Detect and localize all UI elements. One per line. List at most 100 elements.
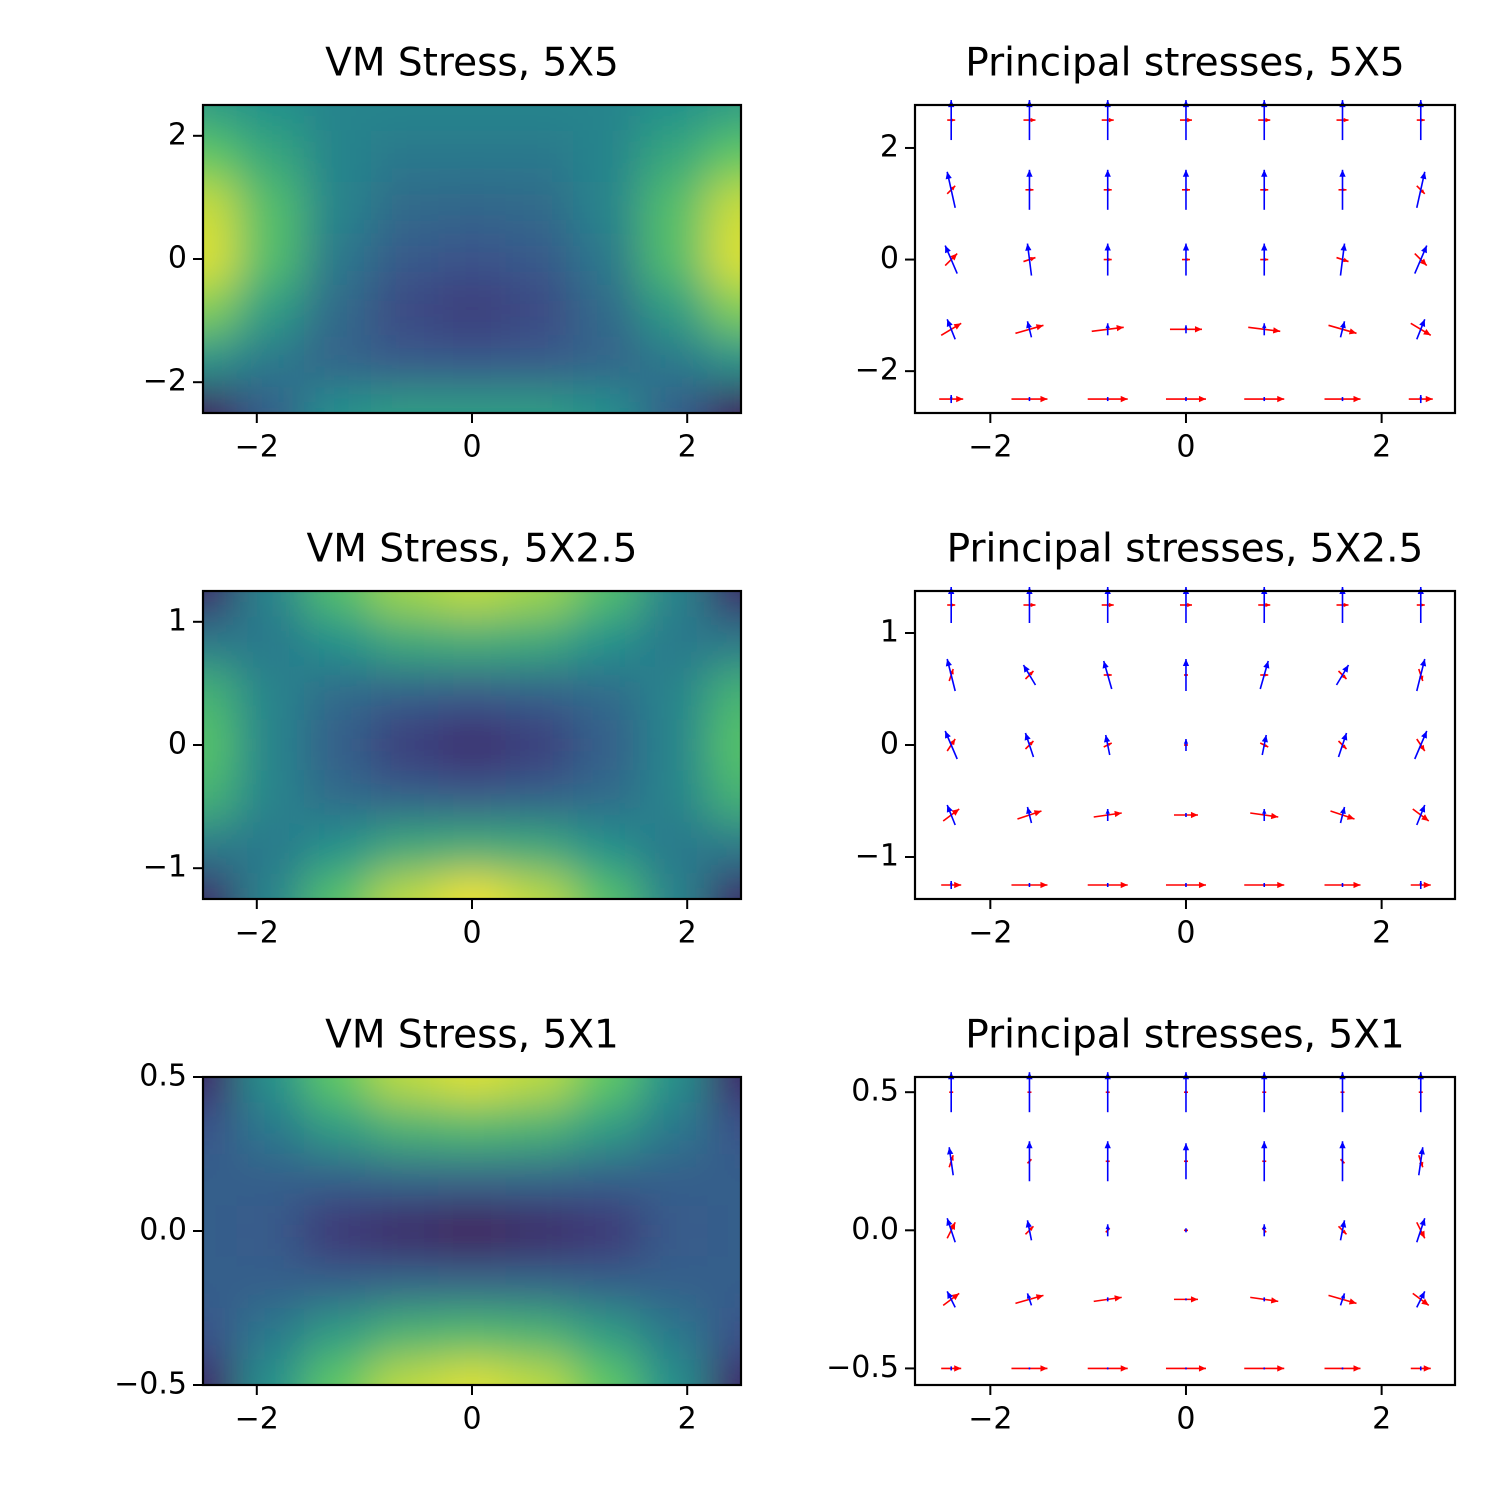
- arrow: [946, 1218, 956, 1243]
- contour-cell: [505, 336, 574, 389]
- quiver-series: [946, 1072, 1426, 1371]
- subplot-title: Principal stresses, 5X2.5: [947, 527, 1424, 572]
- contour-cell: [572, 1205, 642, 1258]
- contour-cell: [438, 616, 507, 669]
- contour-cell: [438, 1154, 507, 1207]
- arrow: [1337, 732, 1348, 758]
- arrow: [1185, 397, 1187, 402]
- arrow: [1105, 1224, 1110, 1237]
- contour-cell: [371, 1308, 440, 1361]
- arrow: [944, 245, 958, 274]
- contour-cell: [707, 387, 741, 413]
- contour-cell: [438, 1359, 507, 1385]
- contour-cell: [572, 387, 642, 413]
- contour-cell: [236, 233, 305, 286]
- contour-cell: [371, 822, 440, 875]
- contour-cell: [371, 182, 440, 235]
- arrow: [1263, 1297, 1266, 1302]
- contour-cell: [236, 719, 305, 772]
- contour-cell: [640, 284, 709, 337]
- contour-cell: [505, 1359, 574, 1385]
- y-tick-label: 2: [880, 129, 899, 164]
- contour-area: [203, 1077, 741, 1385]
- arrow: [1026, 321, 1033, 338]
- contour-field: [203, 1077, 741, 1385]
- contour-cell: [236, 1077, 305, 1104]
- y-tick-label: 1: [880, 615, 899, 650]
- contour-cell: [640, 1102, 709, 1155]
- contour-cell: [203, 616, 238, 669]
- contour-cell: [438, 387, 507, 413]
- arrow: [1026, 806, 1033, 824]
- arrow: [1106, 1367, 1109, 1370]
- contour-cell: [371, 1256, 440, 1309]
- contour-cell: [203, 336, 238, 389]
- contour-cell: [203, 1102, 238, 1155]
- arrow: [1182, 1143, 1190, 1180]
- contour-cell: [572, 1102, 642, 1155]
- contour-cell: [438, 822, 507, 875]
- arrow: [1261, 1141, 1268, 1182]
- contour-cell: [505, 182, 574, 235]
- y-tick-label: −1: [855, 839, 899, 874]
- contour-cell: [303, 1308, 373, 1361]
- contour-cell: [572, 719, 642, 772]
- contour-field: [203, 591, 741, 899]
- contour-cell: [203, 873, 238, 899]
- arrow: [1339, 1293, 1346, 1306]
- quiver-series: [944, 587, 1428, 889]
- contour-cell: [505, 668, 574, 721]
- contour-cell: [203, 668, 238, 721]
- contour-cell: [203, 1205, 238, 1258]
- contour-cell: [572, 1077, 642, 1104]
- subplot: VM Stress, 5X2.5 −2 0 2 −1 0 1: [143, 527, 743, 951]
- contour-cell: [371, 616, 440, 669]
- contour-cell: [303, 591, 373, 618]
- contour-cell: [572, 616, 642, 669]
- contour-cell: [438, 1102, 507, 1155]
- contour-cell: [707, 1256, 741, 1309]
- contour-cell: [505, 387, 574, 413]
- contour-area: [203, 591, 741, 899]
- contour-cell: [371, 387, 440, 413]
- y-tick-label: −2: [855, 353, 899, 388]
- contour-cell: [303, 873, 373, 899]
- x-tick-label: −2: [235, 1402, 279, 1437]
- contour-cell: [203, 284, 238, 337]
- arrow: [1262, 323, 1267, 336]
- contour-cell: [236, 1154, 305, 1207]
- arrow: [1262, 1224, 1267, 1237]
- contour-cell: [505, 1256, 574, 1309]
- contour-cell: [303, 284, 373, 337]
- contour-cell: [707, 105, 741, 132]
- contour-cell: [640, 616, 709, 669]
- x-tick-label: −2: [968, 430, 1012, 465]
- x-tick-label: −2: [968, 916, 1012, 951]
- contour-cell: [236, 668, 305, 721]
- subplot: VM Stress, 5X1 −2 0 2 −0.5 0.0 0.5: [114, 1013, 743, 1437]
- contour-cell: [640, 1256, 709, 1309]
- contour-cell: [438, 1308, 507, 1361]
- subplot-title: Principal stresses, 5X1: [965, 1013, 1404, 1058]
- contour-cell: [371, 284, 440, 337]
- arrow: [1419, 881, 1423, 889]
- x-tick-label: 0: [1176, 1402, 1195, 1437]
- contour-cell: [640, 336, 709, 389]
- x-tick-label: 2: [1372, 430, 1391, 465]
- arrow: [1414, 730, 1428, 760]
- x-tick-label: 2: [678, 1402, 697, 1437]
- contour-cell: [371, 233, 440, 286]
- contour-cell: [203, 1256, 238, 1309]
- subplot-title: VM Stress, 5X5: [325, 41, 619, 86]
- subplot-title: VM Stress, 5X1: [325, 1013, 619, 1058]
- contour-cell: [640, 130, 709, 183]
- arrow: [1106, 397, 1109, 402]
- contour-cell: [640, 1154, 709, 1207]
- contour-cell: [640, 1308, 709, 1361]
- arrow: [1182, 169, 1190, 210]
- contour-cell: [438, 668, 507, 721]
- x-tick-label: −2: [235, 916, 279, 951]
- contour-cell: [640, 233, 709, 286]
- contour-cell: [303, 719, 373, 772]
